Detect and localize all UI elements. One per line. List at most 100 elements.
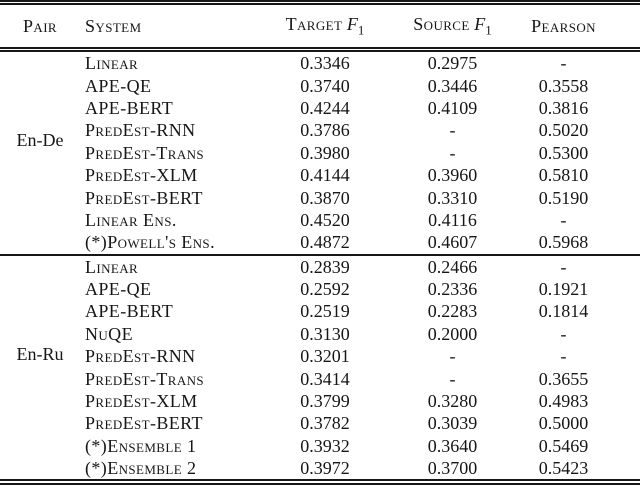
table-row: NuQE 0.3130 0.2000 - xyxy=(0,323,640,345)
table-row: APE-QE 0.3740 0.3446 0.3558 xyxy=(0,74,640,96)
source-f1-cell: 0.2466 xyxy=(390,253,515,278)
system-cell: PredEst-XLM xyxy=(85,165,198,186)
f1-symbol: F xyxy=(474,13,486,34)
pearson-cell: - xyxy=(515,253,640,278)
target-f1-cell: 0.2519 xyxy=(300,301,350,322)
table-row: PredEst-BERT 0.3870 0.3310 0.5190 xyxy=(0,186,640,208)
header-pearson: Pearson xyxy=(531,15,596,36)
pearson-cell: - xyxy=(560,346,567,367)
source-f1-cell: - xyxy=(449,346,456,367)
target-f1-cell: 0.3414 xyxy=(300,368,350,389)
system-cell: (*)Ensemble 1 xyxy=(85,435,197,456)
f1-subscript: 1 xyxy=(357,22,365,38)
system-cell: PredEst-RNN xyxy=(85,120,196,141)
target-f1-cell: 0.3346 xyxy=(300,53,350,74)
target-f1-cell: 0.3870 xyxy=(300,187,350,208)
target-f1-cell: 0.2592 xyxy=(300,279,350,300)
pearson-cell: 0.3558 xyxy=(538,75,589,96)
pearson-cell: 0.5469 xyxy=(538,435,589,456)
system-cell: APE-QE xyxy=(85,279,152,300)
table-header: Pair System Target F1 Source F1 Pearson xyxy=(0,3,640,50)
f1-subscript: 1 xyxy=(485,22,492,38)
pair-label: En-De xyxy=(16,129,64,150)
source-f1-cell: 0.3039 xyxy=(427,413,478,434)
f1-symbol: F xyxy=(346,13,358,34)
source-f1-cell: 0.2000 xyxy=(427,323,478,344)
pearson-cell: 0.1921 xyxy=(538,279,589,300)
source-f1-cell: - xyxy=(449,142,456,163)
source-f1-cell: - xyxy=(449,368,456,389)
system-cell: PredEst-RNN xyxy=(85,346,196,367)
pearson-cell: 0.5423 xyxy=(538,458,589,479)
source-f1-cell: 0.2336 xyxy=(427,279,478,300)
source-f1-cell: 0.3310 xyxy=(427,187,478,208)
table-row: PredEst-BERT 0.3782 0.3039 0.5000 xyxy=(0,412,640,434)
source-f1-cell: - xyxy=(449,120,456,141)
table-row: APE-BERT 0.4244 0.4109 0.3816 xyxy=(0,97,640,119)
source-f1-cell: 0.2975 xyxy=(427,53,478,74)
pair-cell: En-De xyxy=(0,50,80,255)
system-cell: PredEst-Trans xyxy=(85,368,205,389)
source-f1-cell: 0.3700 xyxy=(427,458,478,479)
pearson-cell: 0.5190 xyxy=(538,187,589,208)
target-f1-cell: 0.3130 xyxy=(300,323,350,344)
source-f1-cell: 0.4607 xyxy=(427,232,478,253)
source-f1-cell: 0.3640 xyxy=(427,435,478,456)
system-cell: APE-BERT xyxy=(85,97,174,118)
table-row: En-De Linear 0.3346 0.2975 - xyxy=(0,50,640,150)
section-en-ru: En-Ru Linear 0.2839 0.2466 - APE-QE 0.25… xyxy=(0,253,640,483)
target-f1-cell: 0.4144 xyxy=(300,165,350,186)
system-cell: Linear xyxy=(85,53,139,74)
table-row: (*)Ensemble 1 0.3932 0.3640 0.5469 xyxy=(0,435,640,457)
system-cell: Linear Ens. xyxy=(85,209,177,230)
table-row: PredEst-RNN 0.3786 - 0.5020 xyxy=(0,119,640,141)
header-row: Pair System Target F1 Source F1 Pearson xyxy=(0,3,640,50)
target-f1-cell: 0.3972 xyxy=(300,458,350,479)
target-f1-cell: 0.4520 xyxy=(300,209,350,230)
header-source-f1: Source F1 xyxy=(390,3,515,50)
pearson-cell: - xyxy=(560,209,567,230)
header-target-f1: Target F1 xyxy=(260,3,390,50)
table-row: PredEst-Trans 0.3414 - 0.3655 xyxy=(0,367,640,389)
system-cell: APE-QE xyxy=(85,75,152,96)
header-pair: Pair xyxy=(23,15,57,36)
system-cell: Linear xyxy=(80,253,260,278)
source-f1-cell: 0.2283 xyxy=(427,301,478,322)
table-row: APE-QE 0.2592 0.2336 0.1921 xyxy=(0,278,640,300)
pair-cell: En-Ru xyxy=(0,253,80,483)
target-f1-cell: 0.3786 xyxy=(300,120,350,141)
pearson-cell: - xyxy=(560,53,567,74)
target-f1-cell: 0.3799 xyxy=(300,391,350,412)
pearson-cell: - xyxy=(560,323,567,344)
table-row: PredEst-Trans 0.3980 - 0.5300 xyxy=(0,142,640,164)
table-row: PredEst-XLM 0.4144 0.3960 0.5810 xyxy=(0,164,640,186)
pearson-cell: 0.1814 xyxy=(538,301,589,322)
source-f1-cell: 0.4109 xyxy=(427,97,478,118)
source-f1-cell: 0.3446 xyxy=(427,75,478,96)
target-f1-cell: 0.3932 xyxy=(300,435,350,456)
system-cell: PredEst-BERT xyxy=(85,413,203,434)
header-target-label: Target xyxy=(285,13,343,34)
table-row: (*)Ensemble 2 0.3972 0.3700 0.5423 xyxy=(0,457,640,482)
source-f1-cell: 0.4116 xyxy=(428,209,477,230)
table-row: PredEst-RNN 0.3201 - - xyxy=(0,345,640,367)
table-row: En-Ru Linear 0.2839 0.2466 - xyxy=(0,253,640,483)
pearson-cell: 0.5000 xyxy=(538,413,589,434)
source-f1-cell: 0.3960 xyxy=(427,165,478,186)
target-f1-cell: 0.3980 xyxy=(300,142,350,163)
system-cell: (*)Powell's Ens. xyxy=(85,232,215,253)
source-f1-cell: 0.3280 xyxy=(427,391,478,412)
table-row: APE-BERT 0.2519 0.2283 0.1814 xyxy=(0,300,640,322)
target-f1-cell: 0.3201 xyxy=(300,346,350,367)
pearson-cell: 0.4983 xyxy=(538,391,589,412)
pearson-cell: 0.5020 xyxy=(538,120,589,141)
section-en-de: En-De Linear 0.3346 0.2975 - APE-QE 0.37… xyxy=(0,50,640,255)
pearson-cell: 0.3816 xyxy=(538,97,589,118)
table-row: (*)Powell's Ens. 0.4872 0.4607 0.5968 xyxy=(0,231,640,254)
header-source-label: Source xyxy=(413,13,470,34)
system-cell: PredEst-Trans xyxy=(85,142,205,163)
system-cell: APE-BERT xyxy=(85,301,174,322)
system-cell: PredEst-XLM xyxy=(85,391,198,412)
